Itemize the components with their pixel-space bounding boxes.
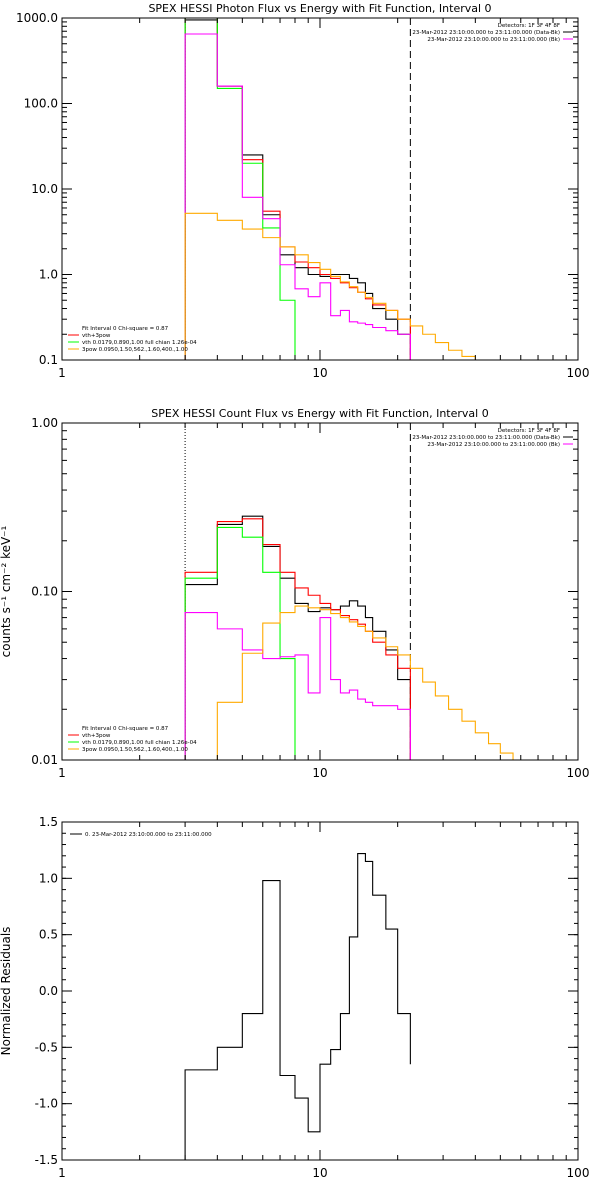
y-tick-label: 10.0	[31, 182, 58, 196]
x-tick-label: 1	[58, 766, 66, 780]
legend-entry: vth 0.0179,0.890,1.00 full chian 1.26e-0…	[82, 740, 197, 746]
legend-entry: 3pow 0.0950,1.50,562.,1.60,400.,1.00	[82, 747, 188, 753]
chart-panel-1: SPEX HESSI Photon Flux vs Energy with Fi…	[16, 2, 589, 380]
x-tick-label: 100	[567, 366, 590, 380]
y-tick-label: 0.5	[39, 928, 58, 942]
x-tick-label: 100	[567, 766, 590, 780]
series-line-2	[184, 18, 411, 360]
y-tick-label: 1000.0	[16, 11, 58, 25]
series-line-4	[184, 33, 411, 360]
legend-entry: 0. 23-Mar-2012 23:10:00.000 to 23:11:00.…	[85, 832, 212, 838]
info-text: Detectors: 1F 3F 4F 8F	[498, 23, 560, 29]
series-line-5	[184, 212, 476, 360]
chart-panel-3: Normalized Residuals 1 10 100 -1.5 -1.0 -0.5 0.…	[0, 815, 589, 1180]
y-tick-label: 1.0	[39, 268, 58, 282]
info-text: 23-Mar-2012 23:10:00.000 to 23:11:00.000…	[412, 435, 560, 441]
y-tick-label: 0.1	[39, 353, 58, 367]
series-line-5	[184, 605, 527, 760]
series-line-2	[184, 518, 411, 760]
series-group	[184, 18, 476, 360]
series-line-4	[184, 612, 411, 760]
info-text: 23-Mar-2012 23:10:00.000 to 23:11:00.000…	[427, 37, 560, 43]
x-tick-label: 10	[312, 1166, 327, 1180]
series-group	[184, 515, 527, 760]
legend-entry: vth+3pow	[82, 333, 111, 339]
y-tick-label: 100.0	[24, 97, 58, 111]
y-tick-label: 0.01	[31, 753, 58, 767]
y-tick-label: 0.10	[31, 585, 58, 599]
series-line-1	[184, 852, 411, 1160]
info-text: Detectors: 1F 3F 4F 8F	[498, 428, 560, 434]
plot-frame	[61, 17, 579, 361]
chart-panel-2: SPEX HESSI Count Flux vs Energy with Fit…	[0, 407, 589, 780]
y-tick-label: 1.00	[31, 416, 58, 430]
y-tick-label: 1.5	[39, 815, 58, 829]
plot-frame	[61, 422, 579, 761]
series-line-3	[184, 526, 296, 760]
chart-title: SPEX HESSI Count Flux vs Energy with Fit…	[151, 407, 488, 420]
y-tick-label: -1.0	[35, 1097, 58, 1111]
series-line-3	[184, 18, 296, 360]
chart-title: SPEX HESSI Photon Flux vs Energy with Fi…	[148, 2, 491, 15]
legend-entry: 3pow 0.0950,1.50,562.,1.60,400.,1.00	[82, 347, 188, 353]
x-tick-label: 1	[58, 1166, 66, 1180]
x-tick-label: 10	[312, 366, 327, 380]
series-group	[184, 852, 411, 1160]
x-tick-label: 10	[312, 766, 327, 780]
legend-entry: Fit Interval 0 Chi-square = 0.87	[82, 726, 169, 732]
y-tick-label: 0.0	[39, 984, 58, 998]
legend-entry: Fit Interval 0 Chi-square = 0.87	[82, 326, 169, 332]
x-tick-label: 1	[58, 366, 66, 380]
legend-entry: vth+3pow	[82, 733, 111, 739]
y-axis-label: counts s⁻¹ cm⁻² keV⁻¹	[0, 525, 13, 657]
info-text: 23-Mar-2012 23:10:00.000 to 23:11:00.000…	[412, 30, 560, 36]
info-text: 23-Mar-2012 23:10:00.000 to 23:11:00.000…	[427, 442, 560, 448]
y-axis-label: Normalized Residuals	[0, 927, 13, 1056]
y-tick-label: -0.5	[35, 1040, 58, 1054]
legend-entry: vth 0.0179,0.890,1.00 full chian 1.26e-0…	[82, 340, 197, 346]
y-tick-label: -1.5	[35, 1153, 58, 1167]
series-line-1	[184, 515, 411, 760]
y-tick-label: 1.0	[39, 871, 58, 885]
x-tick-label: 100	[567, 1166, 590, 1180]
series-line-1	[184, 19, 411, 360]
